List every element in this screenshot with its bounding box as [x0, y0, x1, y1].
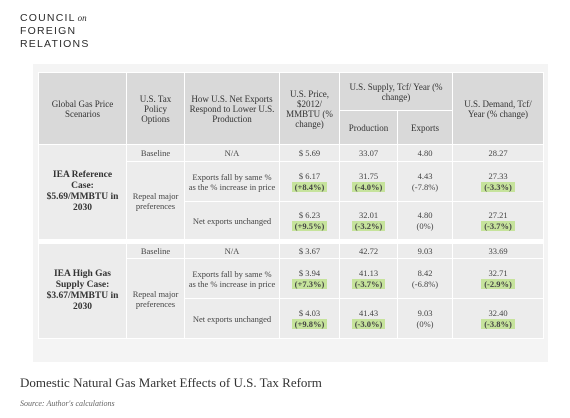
- table-row: Net exports unchanged $ 6.23 (+9.5%) 32.01(…: [39, 201, 545, 242]
- subheader: Production: [339, 110, 398, 145]
- production-change: (-3.0%): [351, 319, 386, 329]
- demand-change: (-3.8%): [481, 319, 515, 329]
- logo-text: RELATIONS: [20, 38, 90, 50]
- exports-cell: 9.03: [396, 239, 454, 259]
- exports-cell: 4.43 (-7.8%): [396, 161, 454, 202]
- production-value: 42.72: [358, 246, 379, 256]
- logo: COUNCIL on FOREIGN RELATIONS: [20, 12, 90, 51]
- production-value: 41.43: [358, 308, 379, 318]
- price-change: (+9.5%): [291, 221, 328, 231]
- demand-value: 27.33: [488, 171, 508, 181]
- price-change: (+8.4%): [291, 182, 328, 192]
- logo-text: COUNCIL: [20, 12, 76, 24]
- price-cell: $ 3.94 (+7.3%): [279, 258, 340, 299]
- demand-change: (-3.7%): [481, 221, 515, 231]
- policy-cell: Repeal major preferences: [126, 258, 185, 339]
- demand-change: (-3.3%): [481, 182, 515, 192]
- production-cell: 41.43 (-3.0%): [339, 298, 398, 339]
- caption: Domestic Natural Gas Market Effects of U…: [20, 375, 322, 390]
- production-cell: 41.13 (-3.7%): [339, 258, 398, 299]
- table-row: Repeal major preferences Exports fall by …: [39, 258, 545, 339]
- production-change: (-3.2%): [351, 221, 386, 231]
- source: Source: Author's calculations: [20, 399, 115, 408]
- price-cell: $ 4.03 (+9.8%): [279, 298, 340, 339]
- production-value: 31.75: [358, 171, 379, 181]
- response-cell: Exports fall by same % as the % increase…: [184, 161, 280, 202]
- demand-cell: 32.40 (-3.8%): [452, 298, 545, 339]
- logo-text: on: [77, 13, 87, 23]
- production-cell: 31.75 (-4.0%): [339, 161, 398, 202]
- production-change: (-4.0%): [351, 182, 386, 192]
- response-cell: Exports fall by same % as the % increase…: [184, 258, 280, 299]
- demand-value: 33.69: [488, 246, 508, 256]
- production-value: 33.07: [358, 148, 379, 158]
- table: Global Gas Price Scenarios U.S. Tax Poli…: [38, 72, 545, 339]
- price-value: $ 6.17: [298, 171, 321, 181]
- logo-text: FOREIGN: [20, 25, 77, 37]
- price-cell: $ 6.17 (+8.4%): [279, 161, 340, 202]
- table-row: IEA High Gas Supply Case: $3.67/MMBTU in…: [38, 239, 545, 339]
- price-value: $ 5.69: [298, 148, 321, 158]
- exports-change: (-7.8%): [411, 182, 439, 192]
- production-cell: 33.07: [339, 144, 398, 162]
- table-body: IEA Reference Case: $5.69/MMBTU in 2030 B…: [38, 144, 545, 339]
- exports-cell: 9.03 (0%): [396, 298, 454, 339]
- production-cell: 32.01 (-3.2%): [339, 201, 398, 242]
- production-change: (-3.7%): [351, 279, 386, 289]
- policy-cell: Repeal major preferences: [126, 161, 185, 242]
- exports-value: 4.80: [417, 210, 433, 220]
- demand-cell: 32.71 (-2.9%): [452, 258, 545, 299]
- response-cell: Net exports unchanged: [184, 201, 280, 242]
- price-cell: $ 3.67: [279, 239, 340, 259]
- price-value: $ 3.67: [298, 246, 321, 256]
- price-change: (+9.8%): [291, 319, 328, 329]
- demand-value: 32.40: [488, 308, 508, 318]
- scenario-cell: IEA High Gas Supply Case: $3.67/MMBTU in…: [38, 239, 127, 339]
- header: U.S. Demand, Tcf/ Year (% change): [452, 72, 545, 145]
- header: U.S. Price, $2012/ MMBTU (% change): [279, 72, 340, 145]
- scenario-cell: IEA Reference Case: $5.69/MMBTU in 2030: [38, 144, 127, 242]
- production-value: 32.01: [358, 210, 379, 220]
- demand-cell: 28.27: [452, 144, 545, 162]
- exports-change: (0%): [416, 319, 434, 329]
- production-cell: 42.72: [339, 239, 398, 259]
- header: Global Gas Price Scenarios: [38, 72, 127, 145]
- price-value: $ 3.94: [298, 268, 321, 278]
- exports-change: (-6.8%): [411, 279, 439, 289]
- subheader: Exports: [396, 110, 454, 145]
- exports-value: 9.03: [417, 308, 433, 318]
- price-cell: $ 5.69: [279, 144, 340, 162]
- demand-cell: 27.21 (-3.7%): [452, 201, 545, 242]
- table-row: IEA Reference Case: $5.69/MMBTU in 2030 B…: [38, 144, 545, 242]
- response-cell: Net exports unchanged: [184, 298, 280, 339]
- exports-cell: 4.80 (0%): [396, 201, 454, 242]
- exports-value: 9.03: [417, 246, 433, 256]
- table-row: Net exports unchanged $ 4.03 (+9.8%) 41.43(…: [39, 298, 545, 339]
- exports-cell: 8.42 (-6.8%): [396, 258, 454, 299]
- exports-cell: 4.80: [396, 144, 454, 162]
- price-change: (+7.3%): [291, 279, 328, 289]
- header: U.S. Supply, Tcf/ Year (% change): [338, 72, 454, 111]
- exports-change: (0%): [416, 221, 434, 231]
- header: How U.S. Net Exports Respond to Lower U.…: [184, 72, 280, 145]
- price-value: $ 6.23: [298, 210, 321, 220]
- header: U.S. Tax Policy Options: [126, 72, 185, 145]
- demand-value: 32.71: [488, 268, 508, 278]
- exports-value: 8.42: [417, 268, 433, 278]
- demand-cell: 27.33 (-3.3%): [452, 161, 545, 202]
- price-value: $ 4.03: [298, 308, 321, 318]
- exports-value: 4.80: [417, 148, 433, 158]
- demand-cell: 33.69: [452, 239, 545, 259]
- demand-value: 28.27: [488, 148, 508, 158]
- response-cell: N/A: [184, 239, 280, 259]
- demand-change: (-2.9%): [481, 279, 515, 289]
- policy-cell: Baseline: [126, 239, 185, 259]
- response-cell: N/A: [184, 144, 280, 162]
- production-value: 41.13: [358, 268, 379, 278]
- demand-value: 27.21: [488, 210, 508, 220]
- price-cell: $ 6.23 (+9.5%): [279, 201, 340, 242]
- policy-cell: Baseline: [126, 144, 185, 162]
- exports-value: 4.43: [417, 171, 433, 181]
